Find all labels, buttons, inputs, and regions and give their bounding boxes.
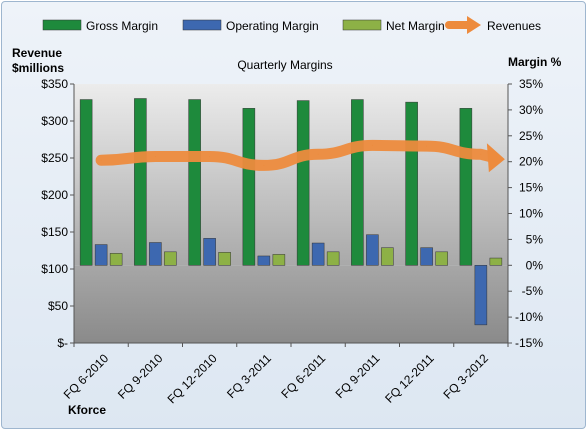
revenues-point (263, 164, 265, 166)
x-tick-label: FQ 9-2011 (333, 351, 383, 401)
x-tick-label: FQ 9-2010 (115, 351, 166, 402)
bar-net-margin (109, 253, 123, 266)
revenues-arrowhead (486, 143, 505, 173)
right-tick-label: -10% (515, 310, 543, 324)
revenues-point (209, 156, 211, 158)
bar-operating-margin (420, 247, 433, 266)
bar-gross-margin (405, 101, 418, 266)
revenues-point (480, 153, 482, 155)
bar-gross-margin (296, 100, 310, 266)
bar-net-margin (435, 251, 448, 266)
right-tick-label: 20% (519, 155, 543, 169)
revenues-point (371, 144, 373, 146)
left-tick-label: $250 (41, 151, 68, 165)
left-axis-title-line2: $millions (12, 61, 64, 75)
bar-operating-margin (203, 238, 216, 266)
bar-gross-margin (459, 108, 473, 266)
left-tick-label: $100 (41, 262, 68, 276)
legend-arrow-revenues (467, 16, 481, 34)
bar-gross-margin (79, 99, 93, 266)
bar-operating-margin (474, 265, 488, 326)
bar-operating-margin (94, 244, 108, 266)
revenues-point (426, 145, 428, 147)
chart-title: Quarterly Margins (237, 58, 332, 72)
bar-net-margin (164, 251, 177, 266)
right-tick-label: 25% (519, 129, 543, 143)
right-tick-label: 15% (519, 181, 543, 195)
company-label: Kforce (68, 403, 106, 417)
legend-swatch-gross-margin (42, 19, 82, 31)
x-tick-label: FQ 3-2012 (441, 351, 492, 402)
left-tick-label: $150 (41, 225, 68, 239)
left-axis-title-line1: Revenue (12, 46, 62, 60)
bar-gross-margin (351, 99, 364, 266)
bar-net-margin (218, 252, 231, 266)
revenues-point (317, 153, 319, 155)
left-tick-label: $- (57, 336, 68, 350)
right-tick-label: 5% (526, 232, 544, 246)
legend-swatch-net-margin (342, 19, 382, 31)
bar-operating-margin (366, 234, 379, 266)
bar-net-margin (489, 257, 503, 266)
bar-gross-margin (242, 108, 256, 266)
right-tick-label: -5% (522, 284, 544, 298)
x-tick-label: FQ 3-2011 (224, 351, 274, 401)
x-tick-label: FQ 6-2010 (61, 351, 112, 402)
bar-gross-margin (188, 99, 201, 266)
right-tick-label: -15% (515, 336, 543, 350)
revenues-point (100, 159, 102, 161)
bar-operating-margin (257, 255, 271, 266)
right-tick-label: 30% (519, 103, 543, 117)
legend-label: Revenues (487, 19, 541, 33)
revenues-point (154, 156, 156, 158)
left-tick-label: $50 (48, 299, 68, 313)
plot-area-negative (74, 265, 508, 343)
x-tick-label: FQ 12-2011 (382, 351, 437, 406)
bar-operating-margin (149, 242, 162, 266)
x-tick-label: FQ 12-2010 (165, 351, 220, 406)
bar-gross-margin (134, 98, 147, 266)
left-tick-label: $300 (41, 114, 68, 128)
right-axis-title: Margin % (508, 55, 562, 69)
right-tick-label: 0% (526, 258, 544, 272)
bar-net-margin (381, 247, 394, 266)
legend-swatch-operating-margin (182, 19, 222, 31)
right-tick-label: 10% (519, 207, 543, 221)
x-tick-label: FQ 6-2011 (278, 351, 328, 401)
legend-label: Gross Margin (86, 19, 158, 33)
legend-label: Net Margin (386, 19, 445, 33)
bar-operating-margin (311, 242, 325, 266)
bar-net-margin (272, 254, 286, 266)
left-tick-label: $200 (41, 188, 68, 202)
legend-label: Operating Margin (226, 19, 319, 33)
left-tick-label: $350 (41, 77, 68, 91)
bar-net-margin (326, 251, 340, 266)
right-tick-label: 35% (519, 77, 543, 91)
